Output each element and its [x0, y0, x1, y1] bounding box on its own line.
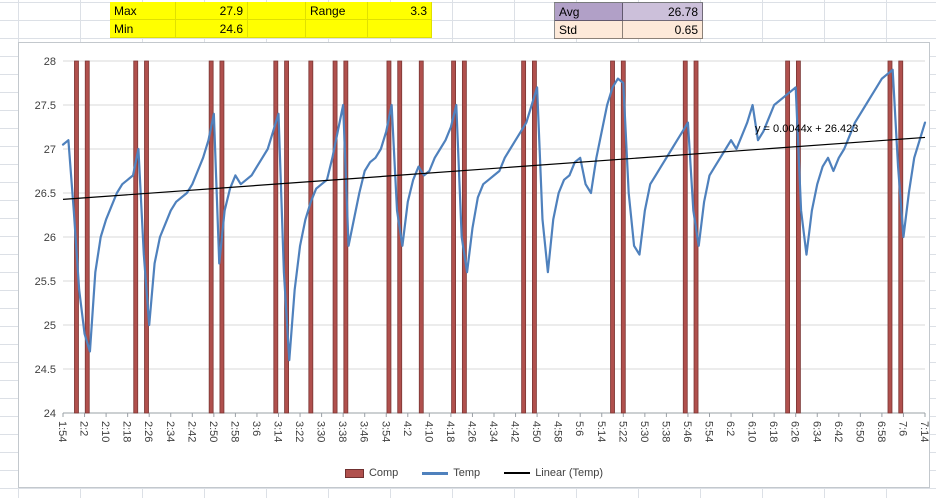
svg-text:6:42: 6:42: [832, 421, 844, 442]
svg-text:24: 24: [44, 408, 56, 420]
svg-text:3:38: 3:38: [336, 421, 348, 442]
svg-text:24.5: 24.5: [35, 364, 56, 376]
svg-text:4:58: 4:58: [552, 421, 564, 442]
svg-text:2:10: 2:10: [99, 421, 111, 442]
svg-text:25: 25: [44, 320, 56, 332]
cell-min-value[interactable]: 24.6: [176, 20, 248, 38]
cell-avg-label[interactable]: Avg: [555, 3, 623, 21]
svg-text:6:34: 6:34: [810, 421, 822, 442]
stats-yellow-block: Max 27.9 Range 3.3 Min 24.6: [110, 2, 432, 38]
temp-swatch-icon: [422, 471, 449, 475]
svg-text:5:14: 5:14: [595, 421, 607, 442]
svg-text:5:22: 5:22: [616, 421, 628, 442]
svg-text:7:6: 7:6: [896, 421, 908, 436]
chart-legend: Comp Temp Linear (Temp): [19, 467, 929, 479]
svg-text:1:54: 1:54: [56, 421, 68, 442]
cell-max-label[interactable]: Max: [110, 2, 176, 20]
svg-text:4:10: 4:10: [422, 421, 434, 442]
cell-blank-3[interactable]: [306, 20, 368, 38]
linear-swatch-icon: [504, 472, 531, 474]
cell-avg-value[interactable]: 26.78: [623, 3, 703, 21]
svg-text:2:42: 2:42: [185, 421, 197, 442]
svg-text:3:30: 3:30: [315, 421, 327, 442]
svg-text:5:30: 5:30: [638, 421, 650, 442]
svg-text:26.5: 26.5: [35, 188, 56, 200]
y-axis-labels: 28 27.5 27 26.5 26 25.5 25 24.5 24: [35, 56, 56, 420]
cell-blank-4[interactable]: [368, 20, 432, 38]
svg-text:4:2: 4:2: [401, 421, 413, 436]
cell-max-value[interactable]: 27.9: [176, 2, 248, 20]
svg-text:6:2: 6:2: [724, 421, 736, 436]
legend-item-temp[interactable]: Temp: [422, 467, 480, 479]
legend-item-linear[interactable]: Linear (Temp): [504, 467, 603, 479]
svg-text:27: 27: [44, 144, 56, 156]
cell-blank-1[interactable]: [248, 2, 306, 20]
svg-text:6:58: 6:58: [875, 421, 887, 442]
svg-text:5:6: 5:6: [573, 421, 585, 436]
svg-text:7:14: 7:14: [918, 421, 929, 442]
svg-text:2:50: 2:50: [207, 421, 219, 442]
svg-text:4:42: 4:42: [509, 421, 521, 442]
svg-text:4:50: 4:50: [530, 421, 542, 442]
svg-text:5:46: 5:46: [681, 421, 693, 442]
svg-text:6:18: 6:18: [767, 421, 779, 442]
x-axis-labels: 1:54 2:2 2:10 2:18 2:26 2:34 2:42 2:50 2:58 3:6 3:…: [56, 421, 929, 442]
chart-plot-area: 28 27.5 27 26.5 26 25.5 25 24.5 241:54 2:2 2:10 2:1…: [35, 56, 929, 442]
gridlines: [62, 60, 926, 417]
svg-text:25.5: 25.5: [35, 276, 56, 288]
svg-text:27.5: 27.5: [35, 100, 56, 112]
svg-text:3:46: 3:46: [358, 421, 370, 442]
cell-std-label[interactable]: Std: [555, 21, 623, 39]
svg-text:3:54: 3:54: [379, 421, 391, 442]
temp-line: [61, 68, 927, 362]
legend-label-temp: Temp: [453, 467, 481, 479]
svg-text:4:18: 4:18: [444, 421, 456, 442]
svg-text:2:18: 2:18: [121, 421, 133, 442]
legend-label-comp: Comp: [368, 467, 399, 479]
svg-text:3:6: 3:6: [250, 421, 262, 436]
cell-std-value[interactable]: 0.65: [623, 21, 703, 39]
svg-text:3:14: 3:14: [272, 421, 284, 442]
svg-text:5:38: 5:38: [659, 421, 671, 442]
chart[interactable]: 28 27.5 27 26.5 26 25.5 25 24.5 24 1:54 2:2 2:10 2:1…: [18, 42, 930, 488]
svg-text:6:26: 6:26: [789, 421, 801, 442]
comp-swatch-icon: [344, 468, 364, 478]
svg-text:3:22: 3:22: [293, 421, 305, 442]
svg-text:28: 28: [44, 56, 56, 68]
svg-text:6:10: 6:10: [746, 421, 758, 442]
cell-range-label[interactable]: Range: [306, 2, 368, 20]
cell-min-label[interactable]: Min: [110, 20, 176, 38]
legend-label-linear: Linear (Temp): [535, 467, 604, 479]
svg-text:6:50: 6:50: [853, 421, 865, 442]
cell-range-value[interactable]: 3.3: [368, 2, 432, 20]
trend-line: [62, 136, 926, 200]
svg-text:2:58: 2:58: [228, 421, 240, 442]
svg-text:2:2: 2:2: [78, 421, 90, 436]
svg-text:4:34: 4:34: [487, 421, 499, 442]
svg-text:4:26: 4:26: [465, 421, 477, 442]
svg-text:2:34: 2:34: [164, 421, 176, 442]
svg-text:2:26: 2:26: [142, 421, 154, 442]
trendline-equation: y = 0.0044x + 26.423: [755, 123, 859, 135]
legend-item-comp[interactable]: Comp: [344, 467, 399, 479]
cell-blank-2[interactable]: [248, 20, 306, 38]
svg-text:26: 26: [44, 232, 56, 244]
svg-text:5:54: 5:54: [703, 421, 715, 442]
stats-avg-block: Avg 26.78 Std 0.65: [554, 2, 703, 39]
